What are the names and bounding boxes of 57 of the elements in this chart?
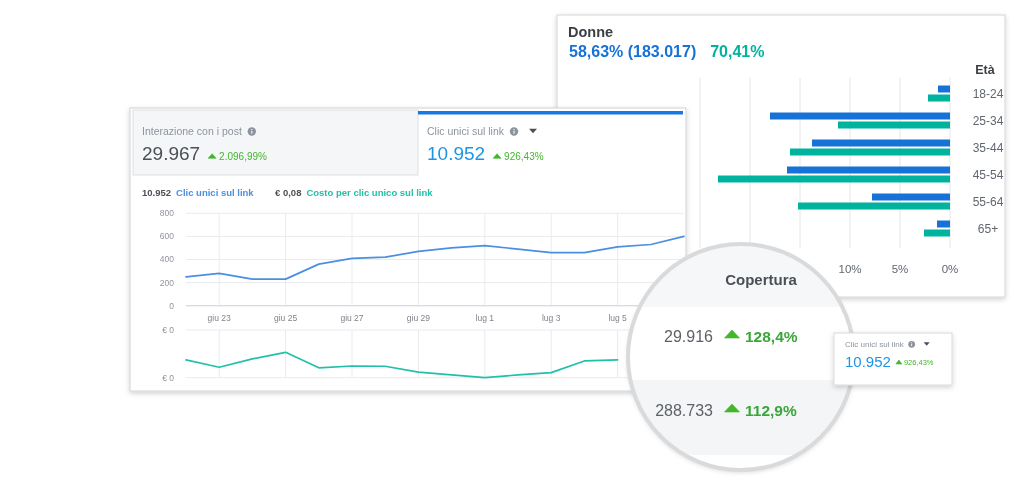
text: € 0 <box>162 324 175 335</box>
text: 112,9% <box>745 402 797 419</box>
bar <box>872 193 950 201</box>
text: 10.952 <box>427 143 486 164</box>
text: Costo per clic unico sul link <box>306 187 434 198</box>
y-tick-label: 35-44 <box>972 140 1004 155</box>
text: 10.952 <box>845 353 891 370</box>
y-tick-label: 0 <box>169 300 175 311</box>
bar <box>812 139 950 147</box>
x-tick-label: lug 1 <box>475 313 495 323</box>
text: Interazione con i post <box>142 125 242 137</box>
text: 29.967 <box>142 143 201 164</box>
y-axis-title: Età <box>975 63 995 77</box>
text: € 0 <box>162 372 175 383</box>
x-tick-label: lug 5 <box>608 313 628 323</box>
y-tick-label: 65+ <box>977 221 999 236</box>
x-tick-label: 10% <box>838 263 862 275</box>
text: 128,4% <box>745 328 798 345</box>
bar <box>928 94 950 102</box>
line-series <box>185 235 685 280</box>
text: Clic unici sul link <box>176 187 255 198</box>
chart-title: Donne <box>568 24 614 40</box>
bar <box>787 166 950 174</box>
text: 926,43% <box>504 150 544 162</box>
bar <box>937 220 950 228</box>
x-tick-label: lug 3 <box>541 313 561 323</box>
bar <box>924 229 950 237</box>
y-tick-label: 800 <box>159 208 175 219</box>
bar <box>790 148 950 156</box>
text: 288.733 <box>655 402 714 419</box>
bar <box>770 112 950 120</box>
y-tick-label: 200 <box>159 277 175 288</box>
y-tick-label: 600 <box>159 231 175 242</box>
text: Clic unici sul link <box>845 340 905 349</box>
y-tick-label: 400 <box>159 254 175 265</box>
x-tick-label: giu 25 <box>274 313 298 323</box>
bar <box>938 85 950 93</box>
bar <box>798 202 950 210</box>
text: 2.096,99% <box>219 150 268 162</box>
x-tick-label: 5% <box>891 263 909 275</box>
y-tick-label: 25-34 <box>972 113 1004 128</box>
x-tick-label: giu 23 <box>207 313 232 323</box>
text: 58,63% (183.017) <box>569 43 697 60</box>
y-tick-label: 18-24 <box>972 86 1004 101</box>
text: 10.952 <box>142 187 172 198</box>
y-tick-label: 55-64 <box>972 194 1004 209</box>
x-tick-label: giu 29 <box>406 313 431 323</box>
x-tick-label: 0% <box>941 263 959 275</box>
text: 29.916 <box>664 328 714 345</box>
text: Clic unici sul link <box>427 125 505 137</box>
text: € 0,08 <box>275 187 302 198</box>
x-tick-label: giu 27 <box>340 313 364 323</box>
text: 70,41% <box>710 43 765 60</box>
text: Copertura <box>725 271 798 288</box>
y-tick-label: 45-54 <box>972 167 1004 182</box>
bar <box>718 175 950 183</box>
bar <box>838 121 950 129</box>
